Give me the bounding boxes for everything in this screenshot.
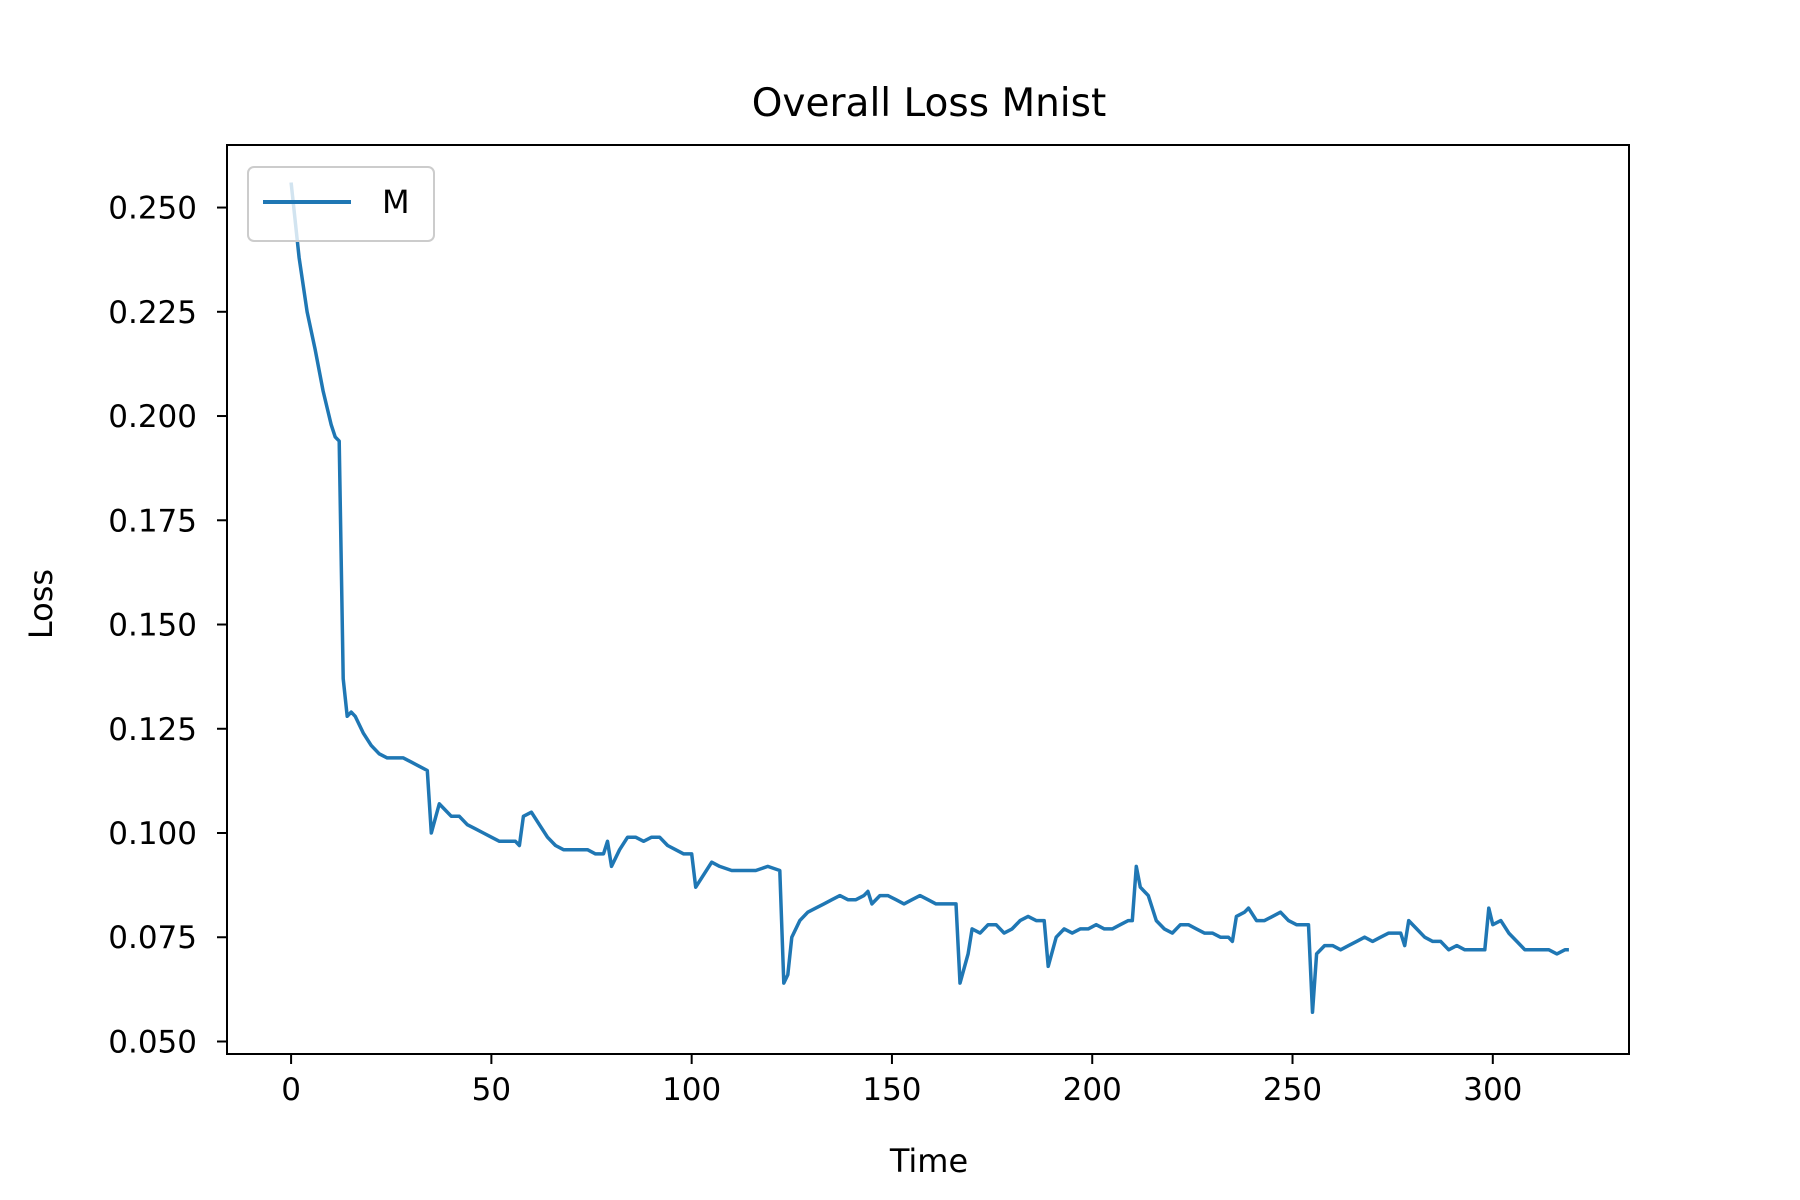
y-tick-label: 0.175 [108,503,197,539]
plot-frame [226,144,1630,1055]
y-axis: 0.050 0.075 0.100 0.125 0.150 0.175 0.200 0.225… [108,191,227,1060]
x-tick-label: 50 [472,1072,511,1108]
y-tick-label: 0.150 [108,608,197,644]
legend-label: M [382,183,410,221]
y-tick-label: 0.100 [108,816,197,852]
legend: M [247,166,435,242]
series-line-m [289,182,1569,1015]
y-tick-label: 0.125 [108,712,197,748]
x-tick-label: 300 [1463,1072,1522,1108]
x-tick-label: 0 [281,1072,301,1108]
x-axis-label: Time [889,1142,968,1180]
y-axis-label: Loss [22,569,60,639]
y-tick-label: 0.075 [108,920,197,956]
x-tick-label: 100 [662,1072,721,1108]
y-tick-label: 0.200 [108,399,197,435]
y-tick-label: 0.050 [108,1024,197,1060]
series-layer [289,182,1569,1015]
chart-title: Overall Loss Mnist [752,81,1107,126]
y-tick-label: 0.225 [108,295,197,331]
x-tick-label: 200 [1063,1072,1122,1108]
x-axis: 0 50 100 150 200 250 300 [281,1054,1522,1108]
x-tick-label: 150 [862,1072,921,1108]
y-tick-label: 0.250 [108,191,197,227]
x-tick-label: 250 [1263,1072,1322,1108]
